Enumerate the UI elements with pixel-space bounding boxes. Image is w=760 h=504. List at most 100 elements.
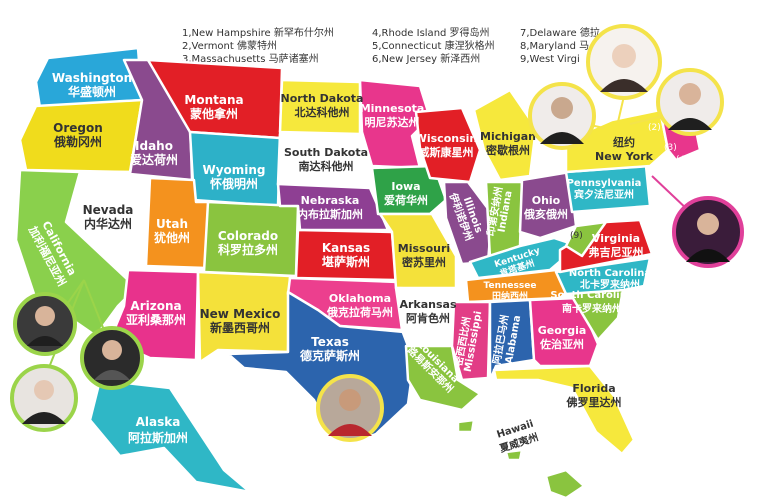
- state-label-zh: 爱达荷州: [130, 152, 178, 167]
- state-label-zh: 堪萨斯州: [322, 254, 370, 269]
- state-label-en: South Dakota: [284, 146, 368, 159]
- state-alaska[interactable]: [88, 378, 252, 494]
- legend-item: 7,Delaware 德拉: [520, 26, 600, 39]
- state-label-en: Arizona: [130, 299, 181, 313]
- portrait-person-icon: [80, 326, 144, 390]
- portrait-person-icon: [316, 374, 384, 442]
- state-label-zh: 阿肯色州: [406, 311, 450, 325]
- state-label-zh: 纽约: [613, 135, 635, 149]
- state-label-en: Nebraska: [301, 194, 360, 207]
- state-label-en: Iowa: [391, 180, 420, 193]
- state-label-en: Arkansas: [399, 298, 456, 311]
- marker-label: (2): [648, 123, 661, 133]
- portraits: [10, 24, 744, 442]
- state-north-dakota[interactable]: [278, 78, 362, 136]
- state-label-zh: 蒙他拿州: [190, 106, 238, 121]
- state-ohio[interactable]: [518, 170, 578, 240]
- state-label-en: Wyoming: [202, 163, 265, 177]
- state-label-zh: 南卡罗来纳州: [562, 302, 622, 315]
- portrait-person-icon: [656, 68, 724, 136]
- state-label-zh: 佐治亚州: [539, 337, 584, 351]
- legend-item: 4,Rhode Island 罗得岛州: [372, 26, 490, 39]
- state-iowa[interactable]: [370, 164, 448, 216]
- marker-label: (8): [638, 213, 651, 223]
- state-label-en: North Carolina: [569, 268, 651, 279]
- state-hawaii-island[interactable]: [504, 448, 524, 462]
- state-label-zh: 怀俄明州: [210, 176, 258, 191]
- state-hawaii-island[interactable]: [544, 468, 586, 500]
- marker-label: (9): [570, 231, 583, 241]
- state-label-en: Alaska: [136, 415, 181, 429]
- state-mississippi[interactable]: [450, 300, 492, 382]
- state-label-en: New York: [595, 150, 654, 163]
- state-label-zh: 内华达州: [84, 216, 132, 231]
- state-alabama[interactable]: [488, 298, 536, 382]
- state-michigan[interactable]: [472, 88, 538, 182]
- state-label-en: Wisconsin: [415, 132, 478, 145]
- portrait-person-icon: [528, 82, 596, 150]
- state-label-zh: 北卡罗来纳州: [580, 278, 640, 291]
- state-label-zh: 南达科他州: [299, 159, 354, 173]
- state-label-zh: 北达科他州: [295, 105, 350, 119]
- state-north-carolina[interactable]: [554, 256, 652, 296]
- state-label-zh: 犹他州: [154, 230, 190, 245]
- state-label-zh: 新墨西哥州: [210, 320, 270, 335]
- marker-label: (4): [676, 155, 689, 165]
- state-label-zh: 阿拉斯加州: [128, 430, 188, 445]
- state-label-en: North Dakota: [281, 92, 364, 105]
- state-label-zh: 田纳西州: [492, 290, 528, 302]
- state-label-zh: 明尼苏达州: [365, 115, 420, 129]
- state-label-en: Missouri: [398, 242, 450, 255]
- state-label-zh: 佛罗里达州: [566, 395, 622, 409]
- state-label-zh: 密苏里州: [402, 255, 446, 269]
- state-label-zh: 华盛顿州: [68, 84, 116, 99]
- state-minnesota[interactable]: [358, 78, 432, 170]
- legend: 1,New Hampshire 新罕布什尔州 2,Vermont 佛蒙特州 3,…: [182, 26, 600, 65]
- legend-item: 3,Massachusetts 马萨诸塞州: [182, 52, 319, 65]
- state-label-en: Nevada: [83, 203, 134, 217]
- state-label-zh: 爱荷华州: [384, 193, 428, 207]
- state-label-en: Washington: [52, 71, 132, 85]
- state-label-zh: 威斯康星州: [419, 145, 474, 159]
- legend-item: 1,New Hampshire 新罕布什尔州: [182, 26, 334, 39]
- state-label-zh: 俄勒冈州: [53, 134, 102, 149]
- state-label-zh: 德克萨斯州: [300, 348, 360, 363]
- state-label-en: Kansas: [322, 241, 370, 255]
- state-label-en: Colorado: [218, 229, 278, 243]
- state-pennsylvania[interactable]: [564, 164, 652, 214]
- small-state-markers: (2) (3) (4) (5) (6) (7) (8) (9): [570, 123, 689, 241]
- state-label-en: New Mexico: [200, 307, 281, 321]
- state-label-en: South Carolina: [550, 290, 633, 301]
- state-florida[interactable]: [492, 364, 636, 456]
- legend-item: 8,Maryland 马: [520, 40, 589, 52]
- state-label-en: Idaho: [135, 139, 173, 153]
- marker-label: (6): [646, 175, 659, 185]
- state-label-en: Pennsylvania: [567, 178, 642, 189]
- state-label-en: Virginia: [592, 232, 640, 245]
- state-label-en: Tennessee: [484, 281, 537, 291]
- legend-item: 9,West Virgi: [520, 54, 580, 65]
- state-label-en: Texas: [311, 335, 349, 349]
- legend-item: 5,Connecticut 康涅狄格州: [372, 39, 495, 52]
- state-label-en: Ohio: [532, 194, 561, 207]
- state-label-zh: 俄克拉荷马州: [326, 305, 393, 319]
- state-west-virginia[interactable]: [564, 220, 608, 258]
- state-label-zh: 俄亥俄州: [523, 207, 568, 221]
- state-label-en: Georgia: [538, 324, 587, 337]
- portrait-person-icon: [10, 364, 78, 432]
- state-label-en: Utah: [156, 217, 188, 231]
- legend-item: 6,New Jersey 新泽西州: [372, 52, 480, 65]
- state-label-en: Oklahoma: [329, 292, 391, 305]
- state-label-zh: 科罗拉多州: [218, 242, 278, 257]
- state-label-zh: 内布拉斯加州: [297, 207, 363, 221]
- state-wisconsin[interactable]: [414, 106, 482, 184]
- portrait-person-icon: [672, 196, 744, 268]
- portrait-person-icon: [13, 292, 77, 356]
- state-new-mexico[interactable]: [196, 270, 292, 364]
- state-label-zh: 宾夕法尼亚州: [574, 188, 634, 201]
- marker-label: (5): [662, 161, 675, 171]
- state-hawaii[interactable]: [456, 418, 476, 434]
- state-label-en: Michigan: [480, 130, 536, 143]
